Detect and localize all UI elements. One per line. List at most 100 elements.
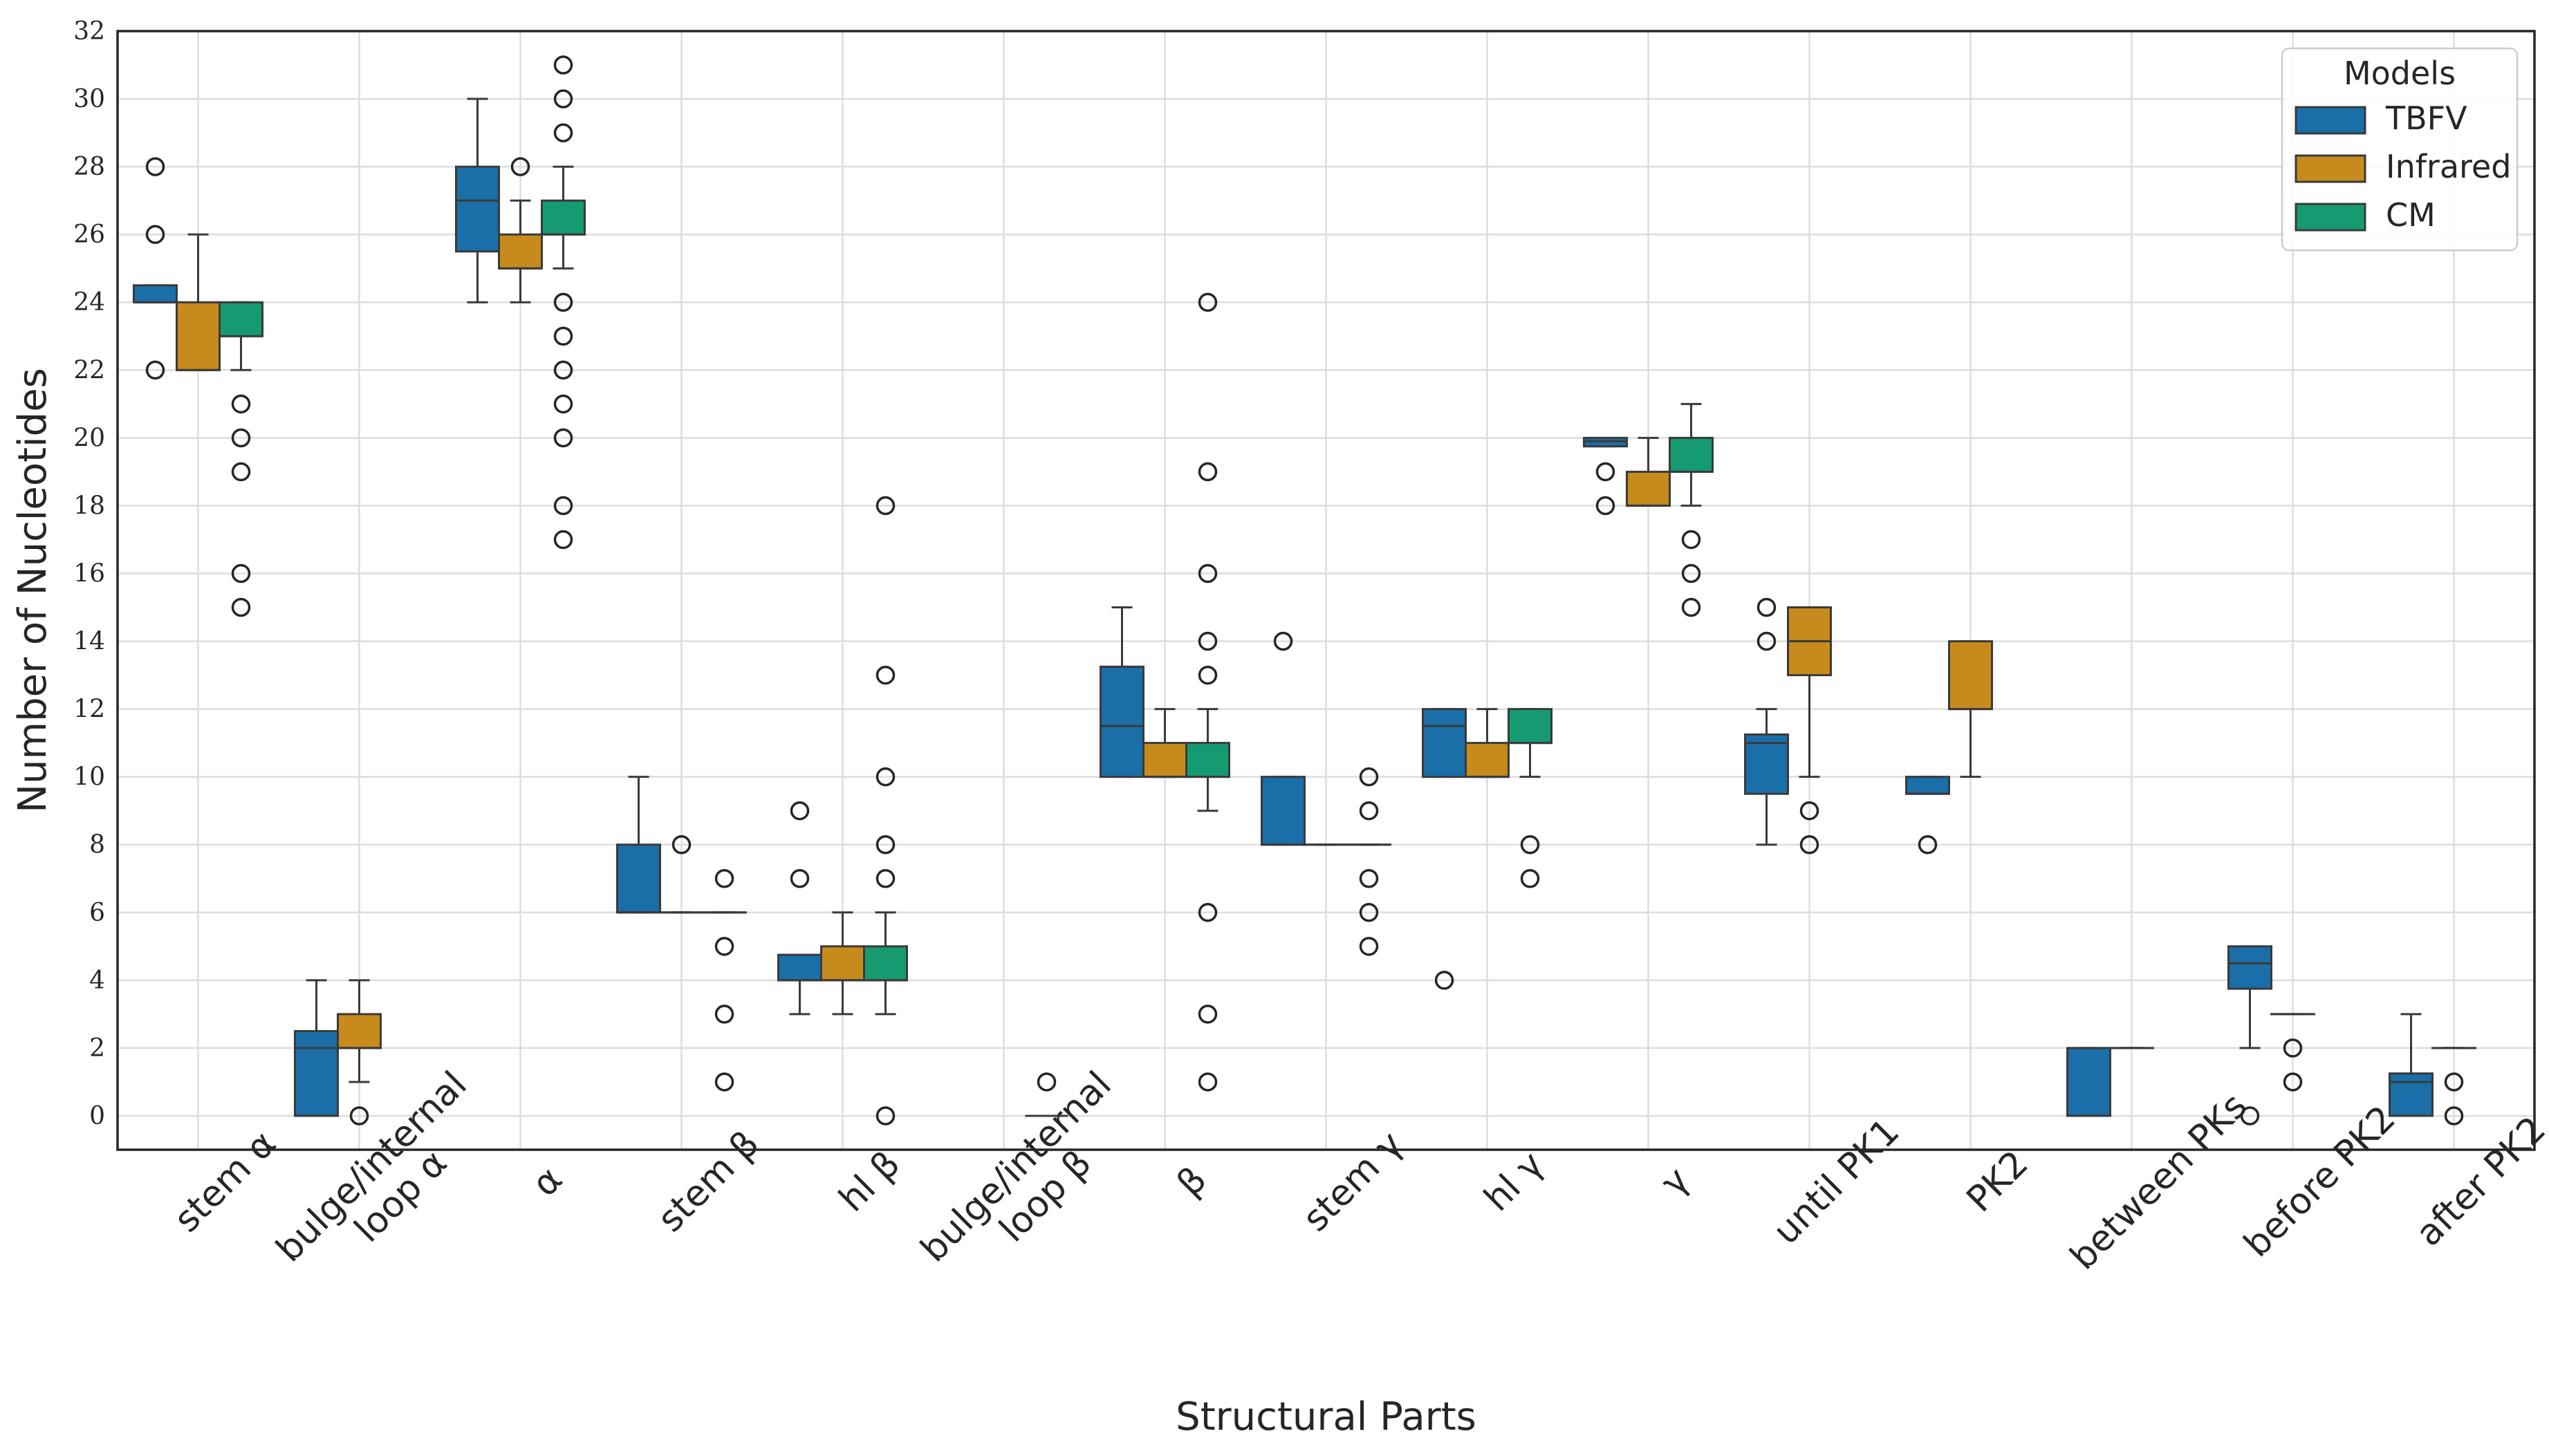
outlier-point	[714, 1005, 734, 1024]
outlier-point	[1198, 563, 1218, 584]
y-tick-label: 22	[73, 356, 105, 384]
box-cm-7	[1346, 767, 1391, 956]
outlier-point	[790, 801, 810, 821]
outlier-point	[1681, 563, 1701, 584]
outlier-point	[1198, 292, 1218, 312]
box-tbfv-1	[294, 979, 339, 1117]
box-body	[1100, 665, 1144, 778]
x-tick-label: after PK2	[2408, 1109, 2549, 1255]
x-tick-label: stem α	[167, 1123, 284, 1240]
outlier-point	[553, 394, 573, 414]
box-infrared-2	[498, 157, 543, 304]
box-tbfv-7	[1261, 631, 1306, 846]
box-infrared-6	[1142, 708, 1187, 778]
outlier-point	[875, 496, 896, 516]
outlier-point	[1595, 496, 1615, 516]
outlier-point	[790, 869, 810, 888]
box-infrared-14	[2431, 1047, 2476, 1126]
outlier-point	[231, 394, 251, 414]
box-body	[2066, 1047, 2111, 1117]
y-tick-label: 10	[73, 763, 105, 792]
outlier-point	[2444, 1072, 2464, 1092]
outlier-point	[1520, 834, 1540, 855]
box-body	[1508, 708, 1552, 745]
box-body	[820, 945, 865, 982]
box-body	[2227, 945, 2272, 990]
box-tbfv-4	[777, 801, 822, 1016]
legend-swatch	[2295, 154, 2366, 183]
y-tick-label: 14	[73, 628, 105, 656]
box-infrared-0	[176, 233, 221, 371]
box-infrared-1	[337, 979, 382, 1126]
outlier-point	[145, 157, 165, 176]
box-body	[294, 1029, 339, 1117]
outlier-point	[1198, 631, 1218, 651]
y-tick-label: 30	[73, 85, 105, 113]
box-body	[1465, 742, 1510, 778]
box-tbfv-13	[2227, 945, 2272, 1126]
outlier-point	[1681, 597, 1701, 617]
y-axis-label: Number of Nucleotides	[10, 368, 55, 813]
box-body	[1948, 640, 1993, 711]
outlier-point	[553, 360, 573, 380]
outlier-point	[714, 937, 734, 956]
outlier-point	[553, 326, 573, 346]
box-cm-6	[1185, 292, 1230, 1092]
outlier-point	[1273, 631, 1293, 651]
y-tick-label: 8	[89, 831, 105, 859]
outlier-point	[2240, 1106, 2260, 1126]
outlier-point	[553, 89, 573, 109]
legend-swatch	[2295, 106, 2366, 135]
y-tick-label: 28	[73, 153, 105, 181]
box-tbfv-3	[616, 776, 661, 914]
box-body	[1626, 470, 1671, 507]
outlier-point	[553, 428, 573, 448]
outlier-point	[1198, 903, 1218, 922]
box-body	[219, 301, 263, 337]
box-body	[337, 1013, 382, 1049]
outlier-point	[1198, 462, 1218, 482]
outlier-point	[1359, 903, 1379, 922]
box-body	[176, 301, 221, 371]
box-infrared-8	[1465, 708, 1510, 778]
outlier-point	[553, 55, 573, 75]
outlier-point	[1359, 801, 1379, 821]
outlier-point	[875, 834, 896, 855]
box-cm-0	[219, 301, 263, 617]
x-tick-label: before PK2	[2236, 1098, 2404, 1265]
x-tick-label: α	[524, 1159, 571, 1205]
outlier-point	[231, 563, 251, 584]
y-tick-label: 12	[73, 696, 105, 724]
y-tick-label: 20	[73, 424, 105, 452]
y-tick-label: 0	[89, 1102, 105, 1130]
box-body	[1905, 776, 1950, 795]
outlier-point	[1757, 597, 1777, 617]
y-tick-label: 26	[73, 221, 105, 249]
box-infrared-9	[1626, 436, 1671, 507]
outlier-point	[714, 869, 734, 888]
box-tbfv-0	[133, 157, 178, 380]
outlier-point	[1520, 869, 1540, 888]
outlier-point	[145, 360, 165, 380]
legend-frame	[2281, 47, 2519, 252]
legend-label: TBFV	[2385, 100, 2467, 137]
legend-title: Models	[2344, 55, 2456, 92]
outlier-point	[510, 157, 530, 176]
box-infrared-10	[1787, 606, 1832, 855]
outlier-point	[2444, 1106, 2464, 1126]
box-cm-4	[863, 496, 908, 1126]
x-tick-label: γ	[1653, 1159, 1698, 1204]
outlier-point	[1037, 1072, 1057, 1092]
outlier-point	[1434, 971, 1454, 990]
box-body	[498, 233, 543, 270]
box-body	[1185, 742, 1230, 778]
box-tbfv-2	[455, 97, 500, 304]
legend-swatch	[2295, 203, 2366, 232]
outlier-point	[1595, 462, 1615, 482]
legend: Models TBFV Infrared CM	[2281, 47, 2519, 252]
outlier-point	[2283, 1038, 2303, 1058]
outlier-point	[553, 530, 573, 550]
box-cm-8	[1508, 708, 1552, 888]
x-tick-label: hl β	[831, 1144, 908, 1220]
